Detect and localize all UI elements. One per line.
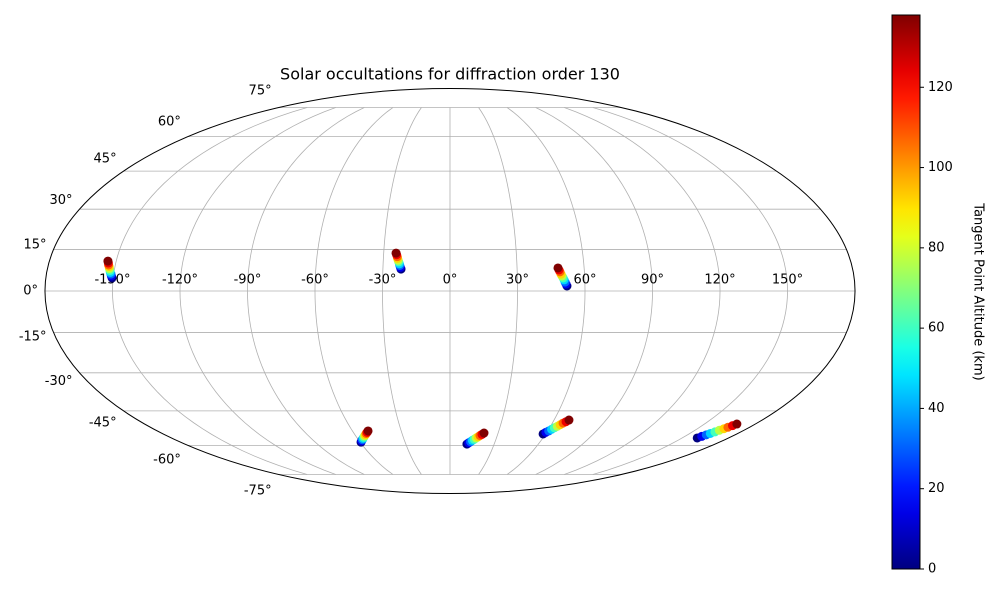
y-tick-label: 45° bbox=[94, 152, 117, 167]
x-tick-label: 0° bbox=[443, 273, 458, 288]
colorbar-label: Tangent Point Altitude (km) bbox=[971, 202, 986, 380]
grid-line bbox=[247, 107, 365, 475]
x-tick-label: 120° bbox=[704, 273, 735, 288]
grid-line bbox=[535, 107, 653, 475]
data-point bbox=[103, 256, 113, 266]
x-tick-label: -120° bbox=[162, 273, 198, 288]
grid-line bbox=[564, 107, 721, 475]
colorbar-tick-label: 40 bbox=[928, 401, 945, 416]
y-tick-label: 15° bbox=[24, 238, 47, 253]
x-tick-label: -30° bbox=[369, 273, 397, 288]
data-point bbox=[553, 263, 563, 273]
data-point bbox=[732, 419, 742, 429]
chart-title: Solar occultations for diffraction order… bbox=[280, 65, 620, 84]
grid-line bbox=[592, 107, 788, 475]
data-point bbox=[564, 415, 574, 425]
x-tick-label: 90° bbox=[641, 273, 664, 288]
grid-line bbox=[112, 107, 308, 475]
map-boundary bbox=[44, 87, 856, 495]
x-tick-label: -90° bbox=[234, 273, 262, 288]
y-tick-label: 60° bbox=[158, 114, 181, 129]
grid-line bbox=[506, 107, 586, 475]
y-tick-label: 30° bbox=[49, 193, 72, 208]
y-tick-label: -30° bbox=[45, 374, 73, 389]
x-tick-label: 30° bbox=[506, 273, 529, 288]
data-point bbox=[363, 426, 373, 436]
colorbar-tick-label: 0 bbox=[928, 562, 936, 577]
data-point bbox=[479, 428, 489, 438]
grid-line bbox=[478, 107, 518, 475]
x-tick-label: 150° bbox=[772, 273, 803, 288]
grid-line bbox=[382, 107, 422, 475]
grid-line bbox=[179, 107, 336, 475]
colorbar-tick-label: 60 bbox=[928, 321, 945, 336]
y-tick-label: -15° bbox=[19, 329, 47, 344]
y-tick-label: 75° bbox=[249, 84, 272, 99]
x-tick-label: -60° bbox=[301, 273, 329, 288]
y-tick-label: -45° bbox=[89, 415, 117, 430]
grid-line bbox=[314, 107, 394, 475]
y-tick-label: -75° bbox=[244, 483, 272, 498]
x-tick-label: 60° bbox=[573, 273, 596, 288]
y-tick-label: 0° bbox=[23, 284, 38, 299]
colorbar-tick-label: 120 bbox=[928, 80, 953, 95]
colorbar-tick-label: 20 bbox=[928, 481, 945, 496]
colorbar-tick-label: 100 bbox=[928, 160, 953, 175]
colorbar-tick-label: 80 bbox=[928, 240, 945, 255]
colorbar bbox=[891, 14, 921, 570]
y-tick-label: -60° bbox=[153, 453, 181, 468]
data-point bbox=[391, 248, 401, 258]
